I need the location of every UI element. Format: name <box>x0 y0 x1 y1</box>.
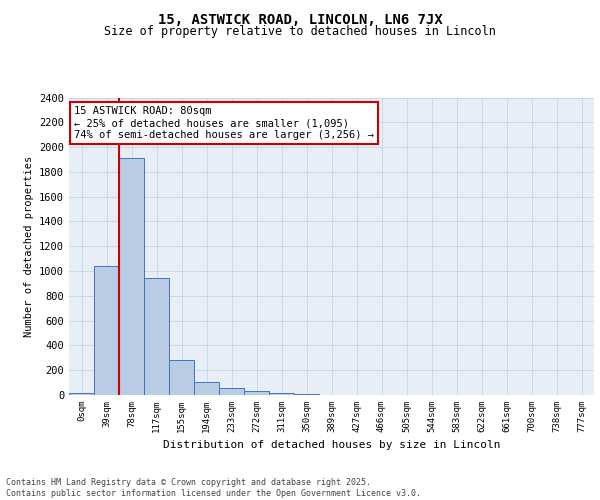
Bar <box>269 393 294 395</box>
Bar <box>294 394 319 395</box>
Bar <box>244 392 269 395</box>
Bar <box>169 360 194 395</box>
Bar <box>219 388 244 395</box>
X-axis label: Distribution of detached houses by size in Lincoln: Distribution of detached houses by size … <box>163 440 500 450</box>
Text: Contains HM Land Registry data © Crown copyright and database right 2025.
Contai: Contains HM Land Registry data © Crown c… <box>6 478 421 498</box>
Bar <box>69 392 94 395</box>
Text: Size of property relative to detached houses in Lincoln: Size of property relative to detached ho… <box>104 25 496 38</box>
Text: 15 ASTWICK ROAD: 80sqm
← 25% of detached houses are smaller (1,095)
74% of semi-: 15 ASTWICK ROAD: 80sqm ← 25% of detached… <box>74 106 374 140</box>
Bar <box>194 382 219 395</box>
Bar <box>144 278 169 395</box>
Y-axis label: Number of detached properties: Number of detached properties <box>23 156 34 337</box>
Text: 15, ASTWICK ROAD, LINCOLN, LN6 7JX: 15, ASTWICK ROAD, LINCOLN, LN6 7JX <box>158 12 442 26</box>
Bar <box>119 158 144 395</box>
Bar <box>94 266 119 395</box>
